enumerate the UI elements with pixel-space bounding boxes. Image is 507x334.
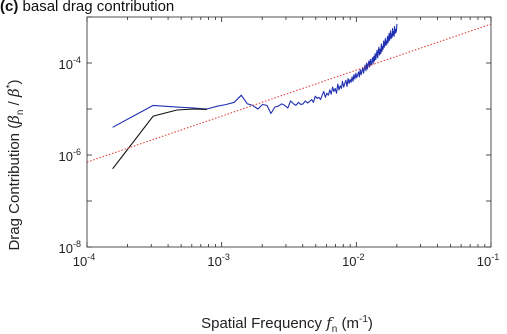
series-line-1 (112, 24, 398, 128)
tick-exponent: -4 (87, 252, 95, 262)
tick-mantissa: 10 (59, 57, 73, 72)
panel-title-text: basal drag contribution (18, 0, 174, 15)
series-layer (86, 23, 492, 170)
axis-tick-labels: 10-4 10-3 10-2 10-110-810-610-4 (59, 55, 500, 269)
tick-exponent: -6 (73, 147, 81, 157)
tick-exponent: -3 (222, 252, 230, 262)
tick-mantissa: 10 (207, 254, 221, 269)
tick-mantissa: 10 (342, 254, 356, 269)
x-tick-label: 10-4 (73, 252, 95, 269)
axis-ticks (86, 16, 492, 248)
tick-mantissa: 10 (477, 254, 491, 269)
x-axis-label: Spatial Frequency fn (m-1) (201, 314, 373, 334)
panel-title-letter: (c) (0, 0, 18, 15)
tick-exponent: -4 (73, 55, 81, 65)
tick-mantissa: 10 (59, 149, 73, 164)
y-tick-label: 10-6 (59, 147, 81, 164)
plot-area (86, 16, 492, 248)
x-tick-label: 10-1 (477, 252, 499, 269)
tick-mantissa: 10 (73, 254, 87, 269)
y-tick-label: 10-4 (59, 55, 81, 72)
panel-title: (c) basal drag contribution (0, 0, 174, 15)
x-tick-label: 10-3 (207, 252, 229, 269)
series-line-2 (112, 108, 207, 170)
y-tick-label: 10-8 (59, 239, 81, 256)
y-axis-label: Drag Contribution (βn / β*) (5, 79, 26, 250)
tick-exponent: -1 (491, 252, 499, 262)
tick-exponent: -8 (73, 239, 81, 249)
tick-exponent: -2 (357, 252, 365, 262)
x-tick-label: 10-2 (342, 252, 364, 269)
tick-mantissa: 10 (59, 241, 73, 256)
